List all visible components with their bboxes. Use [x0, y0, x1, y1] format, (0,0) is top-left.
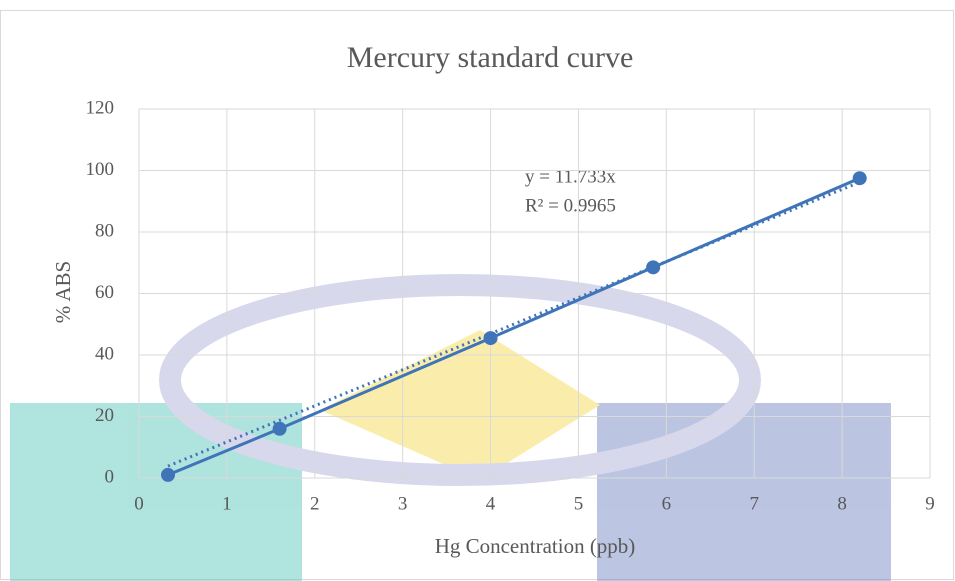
x-tick-label: 0 [134, 493, 144, 514]
x-tick-label: 8 [837, 493, 847, 514]
data-point [646, 260, 661, 275]
x-tick-label: 1 [222, 493, 232, 514]
watermark-shape [159, 274, 761, 486]
x-tick-label: 7 [749, 493, 759, 514]
y-tick-label: 20 [95, 405, 114, 426]
y-tick-label: 60 [95, 282, 114, 303]
data-point [852, 171, 867, 186]
data-point [483, 331, 498, 346]
y-axis-label: % ABS [51, 261, 75, 323]
y-tick-label: 0 [105, 466, 115, 487]
x-tick-label: 6 [662, 493, 672, 514]
x-axis-label: Hg Concentration (ppb) [435, 534, 636, 558]
watermark [10, 274, 891, 581]
watermark-shape [320, 330, 600, 480]
x-tick-label: 5 [574, 493, 584, 514]
y-tick-label: 80 [95, 220, 114, 241]
chart-title: Mercury standard curve [347, 41, 634, 74]
chart-border [0, 10, 954, 580]
data-point [272, 421, 287, 436]
y-tick-label: 120 [86, 97, 115, 118]
y-tick-label: 40 [95, 343, 114, 364]
trendline-r2: R² = 0.9965 [525, 195, 616, 216]
x-tick-label: 9 [925, 493, 935, 514]
trendline [167, 180, 861, 468]
watermark-shape [597, 403, 891, 581]
x-tick-label: 2 [310, 493, 320, 514]
trendline-equation: y = 11.733x [525, 166, 616, 187]
data-point [161, 467, 176, 482]
y-tick-label: 100 [86, 159, 115, 180]
x-tick-label: 3 [398, 493, 408, 514]
x-tick-label: 4 [486, 493, 496, 514]
